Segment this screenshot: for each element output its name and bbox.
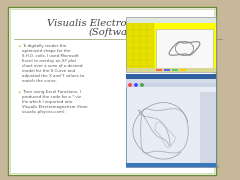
Text: To digitally render the
optimized shape for the
S.H.O. coils, I used Microsoft
E: To digitally render the optimized shape … <box>22 44 84 83</box>
Bar <box>156 29 213 68</box>
Bar <box>10 9 214 173</box>
Bar <box>180 69 186 71</box>
Bar <box>8 7 216 175</box>
Text: (Software): (Software) <box>88 27 142 37</box>
Circle shape <box>129 84 131 86</box>
Bar <box>126 17 216 23</box>
Bar <box>156 69 162 71</box>
Circle shape <box>135 84 137 86</box>
Bar <box>126 74 216 167</box>
Bar <box>126 74 216 79</box>
Bar <box>126 17 216 72</box>
Bar <box>126 79 216 83</box>
Text: Visualis Electromagnetism: Visualis Electromagnetism <box>47 19 183 28</box>
Bar <box>126 23 154 72</box>
Text: Then using Excel Functions, I
produced the code for a *.viz
file which I importe: Then using Excel Functions, I produced t… <box>22 90 88 114</box>
Circle shape <box>141 84 143 86</box>
Bar <box>126 68 216 72</box>
Bar <box>172 69 178 71</box>
Bar <box>164 69 170 71</box>
Bar <box>126 83 216 87</box>
Bar <box>126 163 216 167</box>
Text: •: • <box>17 44 21 49</box>
Bar <box>126 23 216 72</box>
Bar <box>200 92 216 163</box>
Text: •: • <box>17 90 21 95</box>
Text: 8: 8 <box>216 165 219 169</box>
